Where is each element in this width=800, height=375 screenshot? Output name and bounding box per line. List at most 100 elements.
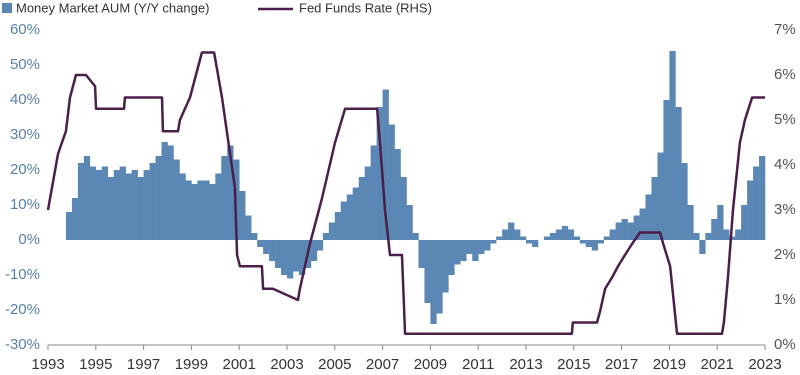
bar (257, 240, 264, 247)
bar (711, 219, 718, 240)
bar (454, 240, 461, 265)
bar (424, 240, 431, 303)
y-tick-label: 30% (10, 126, 40, 143)
bar (287, 240, 294, 279)
bar (209, 184, 216, 240)
x-tick-label: 2021 (701, 356, 734, 373)
x-tick-label: 2001 (223, 356, 256, 373)
y2-tick-label: 2% (774, 246, 796, 263)
bar (269, 240, 276, 261)
y2-tick-label: 0% (774, 336, 796, 353)
bar (747, 180, 754, 240)
bar (669, 51, 676, 240)
bar (370, 145, 377, 240)
bar (573, 236, 581, 240)
bar (340, 201, 348, 240)
bar (514, 229, 521, 240)
y-tick-label: -10% (5, 266, 40, 283)
bar (227, 145, 234, 240)
x-tick-label: 2017 (605, 356, 638, 373)
bar (179, 173, 186, 240)
bar (119, 166, 126, 240)
y-tick-label: 0% (18, 231, 40, 248)
bar (239, 191, 246, 240)
bar (382, 89, 389, 240)
bar (442, 240, 449, 293)
x-tick-label: 2011 (462, 356, 494, 373)
bar (191, 184, 198, 240)
bar (388, 124, 395, 240)
x-tick-label: 2009 (414, 356, 447, 373)
bar (526, 240, 533, 244)
y-tick-label: 50% (10, 56, 40, 73)
bar (125, 173, 132, 240)
x-tick-label: 1993 (31, 356, 64, 373)
bar (603, 236, 610, 240)
bar (627, 222, 634, 240)
x-tick-label: 2005 (318, 356, 351, 373)
bar (549, 233, 557, 240)
y-tick-label: -30% (5, 336, 40, 353)
bar (567, 229, 575, 240)
bar (645, 194, 652, 240)
bar (657, 152, 664, 240)
bar (687, 205, 694, 240)
bar (400, 177, 407, 240)
bar (418, 240, 425, 268)
bar (430, 240, 437, 324)
bar (197, 180, 204, 240)
bar (71, 198, 79, 240)
bar (717, 205, 724, 240)
bar (113, 170, 120, 240)
bar (316, 240, 324, 251)
bar (466, 240, 473, 254)
y-tick-label: 40% (10, 91, 40, 108)
bar (185, 180, 192, 240)
bar (310, 240, 318, 261)
bar (322, 233, 330, 240)
bar (615, 222, 622, 240)
y2-tick-label: 4% (774, 156, 796, 173)
bar (406, 205, 413, 240)
bar (472, 240, 479, 261)
bar (161, 142, 168, 240)
bar (77, 163, 85, 240)
bar (681, 163, 688, 240)
bar (561, 226, 569, 240)
bar (555, 229, 563, 240)
bar (143, 170, 150, 240)
bar (358, 177, 365, 240)
y2-tick-label: 5% (774, 111, 796, 128)
bar (693, 233, 700, 240)
x-tick-label: 1997 (127, 356, 160, 373)
legend-label: Money Market AUM (Y/Y change) (16, 0, 209, 15)
bar (609, 229, 616, 240)
bar (723, 229, 730, 240)
y2-tick-label: 7% (774, 21, 796, 38)
bar (137, 177, 144, 240)
x-tick-label: 2019 (653, 356, 686, 373)
bar (298, 240, 306, 275)
bar (376, 107, 383, 240)
bar (735, 229, 742, 240)
bar (89, 166, 97, 240)
x-tick-label: 1995 (79, 356, 112, 373)
legend-swatch-bar (2, 3, 12, 13)
x-tick-label: 1999 (175, 356, 208, 373)
bar (585, 240, 593, 247)
x-tick-label: 2013 (509, 356, 542, 373)
bar (699, 240, 706, 254)
bar (502, 229, 509, 240)
y-tick-label: 60% (10, 21, 40, 38)
bar (729, 236, 736, 240)
bar (263, 240, 270, 254)
bar (621, 219, 628, 240)
y2-tick-label: 6% (774, 66, 796, 83)
bar (633, 215, 640, 240)
bar (639, 208, 646, 240)
bar (597, 240, 604, 244)
x-tick-label: 2015 (557, 356, 590, 373)
bar (292, 240, 300, 272)
bar (107, 177, 115, 240)
